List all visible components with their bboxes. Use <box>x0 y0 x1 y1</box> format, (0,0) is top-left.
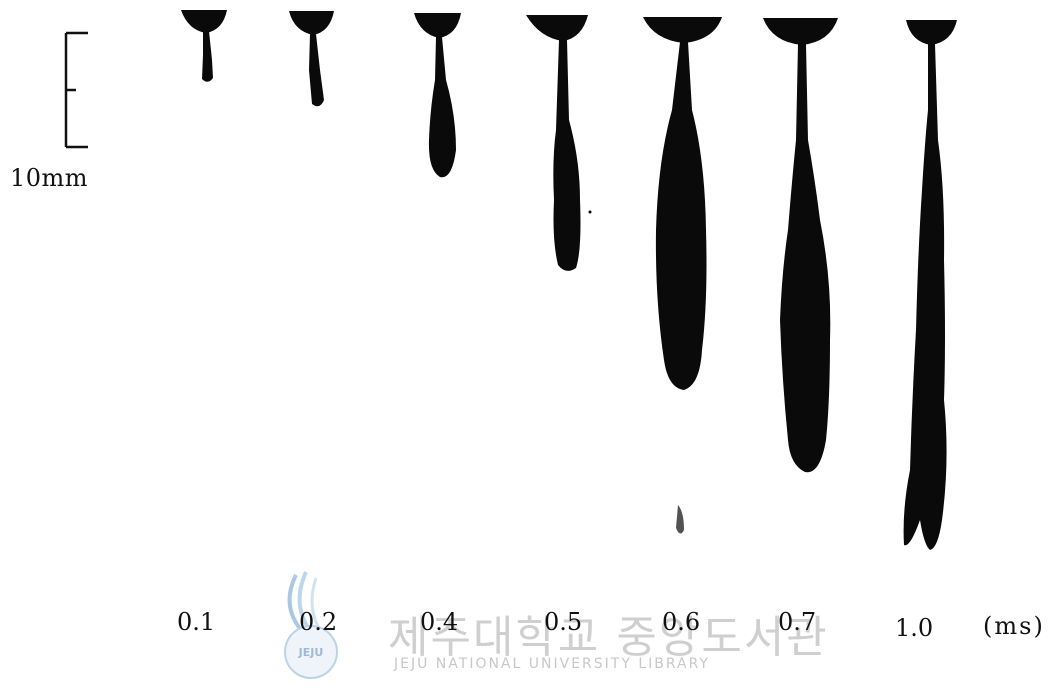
scale-bar-label: 10mm <box>10 164 89 192</box>
spray-image-0.6ms <box>643 17 722 534</box>
seal-text: JEJU <box>298 646 324 659</box>
time-unit-label: (ms) <box>983 612 1045 640</box>
spray-image-0.7ms <box>763 18 838 473</box>
scale-bar <box>64 31 88 149</box>
spray-image-1.0ms <box>903 20 957 550</box>
time-label-2: 0.2 <box>299 608 338 636</box>
time-label-4: 0.5 <box>544 608 583 636</box>
time-label-1: 0.1 <box>177 608 216 636</box>
spray-image-0.5ms <box>526 15 592 271</box>
spray-image-0.4ms <box>414 13 461 178</box>
spray-images <box>181 10 957 550</box>
watermark-korean: 제주대학교 중앙도서관 <box>388 612 829 663</box>
library-seal-watermark: JEJU <box>284 571 338 679</box>
time-label-6: 0.7 <box>778 608 817 636</box>
spray-image-0.1ms <box>181 10 227 82</box>
time-label-5: 0.6 <box>662 608 701 636</box>
watermark-english: JEJU NATIONAL UNIVERSITY LIBRARY <box>394 656 710 672</box>
time-label-7: 1.0 <box>895 614 934 642</box>
spray-image-0.2ms <box>289 11 334 107</box>
time-label-3: 0.4 <box>420 608 459 636</box>
